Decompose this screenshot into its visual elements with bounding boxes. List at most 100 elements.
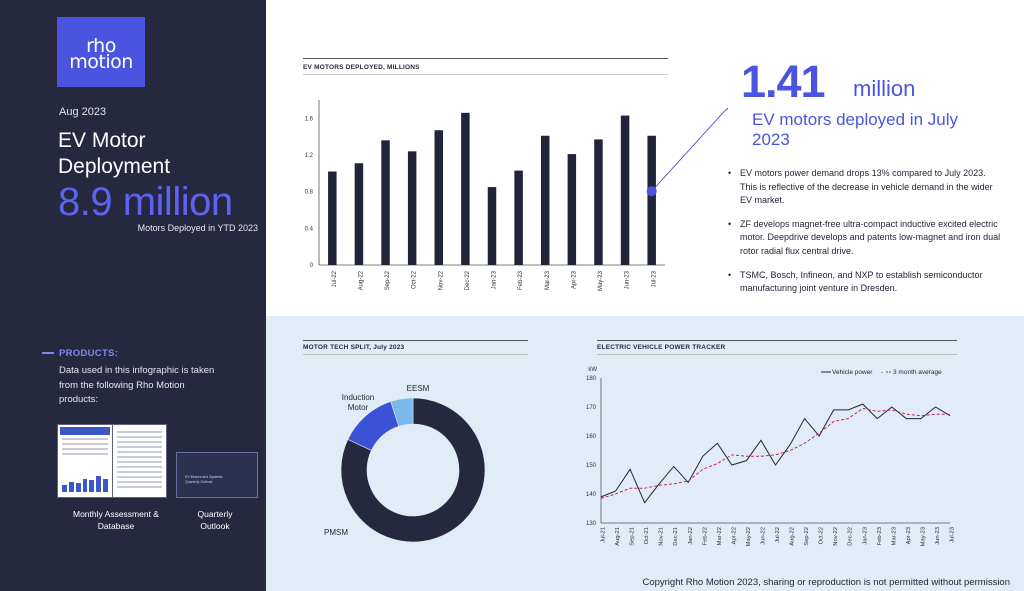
bar-dec-22: [461, 112, 470, 265]
products-description: Data used in this infographic is taken f…: [59, 365, 215, 405]
y-tick-label: 150: [586, 463, 597, 469]
legend-separator: -: [881, 369, 883, 376]
july-deployment-number: 1.41: [741, 56, 826, 107]
x-tick-label: Aug-22: [790, 527, 796, 546]
x-tick-label: Jun-23: [935, 527, 941, 545]
bar-nov-22: [434, 130, 444, 265]
y-tick-label: 0.8: [305, 190, 314, 196]
bullet-item: ZF develops magnet-free ultra-compact in…: [728, 218, 1003, 259]
y-tick-label: 140: [586, 492, 597, 498]
x-tick-label: Apr-23: [571, 270, 577, 289]
y-axis-unit: kW: [588, 367, 597, 373]
x-tick-label: May-23: [598, 270, 604, 291]
y-tick-label: 0.4: [305, 226, 314, 232]
bar-jan-23: [487, 187, 497, 265]
bar-aug-22: [354, 163, 364, 265]
bar-apr-23: [567, 154, 577, 265]
x-tick-label: Feb-23: [877, 527, 883, 545]
x-tick-label: Sep-22: [385, 270, 391, 290]
logo-line-1: rho: [86, 35, 116, 57]
slice-label-induction: Induction Motor: [342, 393, 374, 412]
legend-label-vehicle-power: Vehicle power: [832, 369, 873, 376]
product-caption-monthly: Monthly Assessment & Database: [73, 509, 159, 531]
y-tick-label: 0: [310, 263, 314, 269]
x-tick-label: Jul-22: [332, 270, 338, 287]
report-period: Aug 2023: [59, 106, 107, 118]
bar-chart-title: EV MOTORS DEPLOYED, MILLIONS: [303, 64, 420, 71]
x-tick-label: Apr-23: [906, 527, 912, 544]
x-tick-label: May-23: [920, 527, 926, 546]
bar-jun-23: [620, 115, 630, 265]
x-tick-label: Dec-21: [673, 527, 679, 546]
x-tick-label: Oct-22: [412, 270, 418, 289]
y-tick-label: 1.6: [305, 116, 314, 122]
x-tick-label: Nov-22: [833, 527, 839, 546]
sidebar: rho motion Aug 2023 EV Motor Deployment …: [0, 0, 266, 591]
logo-line-2: motion: [69, 51, 133, 73]
x-tick-label: Aug-21: [615, 527, 621, 546]
product-caption-quarterly: Quarterly Outlook: [197, 509, 233, 531]
quarterly-outlook-cover-title: EV Motors and Systems Quarterly Outlook: [185, 475, 223, 484]
slice-label-eesm: EESM: [407, 384, 430, 393]
line-chart-top-rule: [597, 340, 957, 341]
slice-label-induction-line: Motor: [348, 403, 369, 412]
x-tick-label: Sep-21: [630, 527, 636, 546]
monthly-assessment-thumbnail: [57, 424, 113, 498]
bar-mar-23: [540, 135, 550, 265]
bar-oct-22: [407, 151, 417, 265]
bar-chart-top-rule: [303, 58, 668, 59]
y-tick-label: 1.2: [305, 153, 314, 159]
bar-chart: 0 0.4 0.8 1.2 1.6 Jul-22 Aug-22 Sep-22 Oct-22 Nov…: [305, 100, 729, 291]
x-tick-label: Mar-22: [717, 527, 723, 545]
donut-title-rule: [303, 354, 528, 355]
bullet-item: EV motors power demand drops 13% compare…: [728, 167, 1003, 208]
line-chart: kW 130 140 150 160 170 180 Jul-21 Aug-21 Sep-21 Oc…: [586, 367, 956, 546]
page-title: EV Motor Deployment: [58, 129, 171, 178]
x-tick-label: May-22: [746, 527, 752, 546]
x-tick-label: Jan-22: [688, 527, 694, 545]
ytd-caption: Motors Deployed in YTD 2023: [137, 223, 258, 233]
bar-chart-title-rule: [303, 74, 668, 75]
bar-sep-22: [381, 140, 390, 265]
y-tick-label: 180: [586, 376, 597, 382]
y-tick-label: 130: [586, 521, 597, 527]
bar-jul-23: [647, 135, 656, 265]
bottom-panel: [266, 316, 1024, 591]
x-tick-label: Jan-23: [492, 270, 498, 289]
donut-title: MOTOR TECH SPLIT, July 2023: [303, 344, 405, 351]
bar-jul-22: [328, 171, 337, 265]
x-tick-label: Dec-22: [848, 527, 854, 546]
x-tick-label: Oct-21: [644, 527, 650, 544]
line-chart-title: ELECTRIC VEHICLE POWER TRACKER: [597, 344, 726, 351]
slice-eesm: [390, 397, 414, 427]
x-tick-label: Oct-22: [819, 527, 825, 544]
x-tick-label: Jul-21: [601, 527, 607, 543]
quarterly-outlook-thumbnail: EV Motors and Systems Quarterly Outlook: [176, 452, 258, 498]
x-tick-label: Sep-22: [804, 527, 810, 546]
series-line-3-month-average: [600, 407, 950, 499]
x-tick-label: Aug-22: [359, 270, 365, 290]
donut-top-rule: [303, 340, 528, 341]
july-deployment-caption: EV motors deployed in July 2023: [752, 110, 958, 149]
july-deployment-unit: million: [853, 76, 916, 101]
highlight-connector: [651, 107, 729, 192]
x-tick-label: Mar-23: [545, 270, 551, 290]
y-tick-label: 170: [586, 405, 597, 411]
highlight-marker: [646, 186, 657, 197]
slice-pmsm: [340, 397, 486, 543]
news-bullets: EV motors power demand drops 13% compare…: [728, 167, 1003, 306]
y-tick-label: 160: [586, 434, 597, 440]
ytd-total: 8.9 million: [58, 180, 233, 224]
x-tick-label: Jun-23: [625, 270, 631, 289]
database-thumbnail: [112, 424, 167, 498]
x-tick-label: Mar-23: [891, 527, 897, 545]
rho-motion-logo: rho motion: [57, 17, 145, 87]
products-heading: PRODUCTS:: [42, 348, 118, 359]
x-tick-label: Jun-22: [760, 527, 766, 545]
x-tick-label: Nov-21: [659, 527, 665, 546]
bar-feb-23: [514, 170, 523, 265]
donut-chart: PMSM Induction Motor EESM: [324, 384, 486, 543]
slice-label-induction-line: Induction: [342, 393, 374, 402]
series-line-vehicle-power: [600, 403, 951, 504]
x-tick-label: Feb-23: [518, 270, 524, 290]
